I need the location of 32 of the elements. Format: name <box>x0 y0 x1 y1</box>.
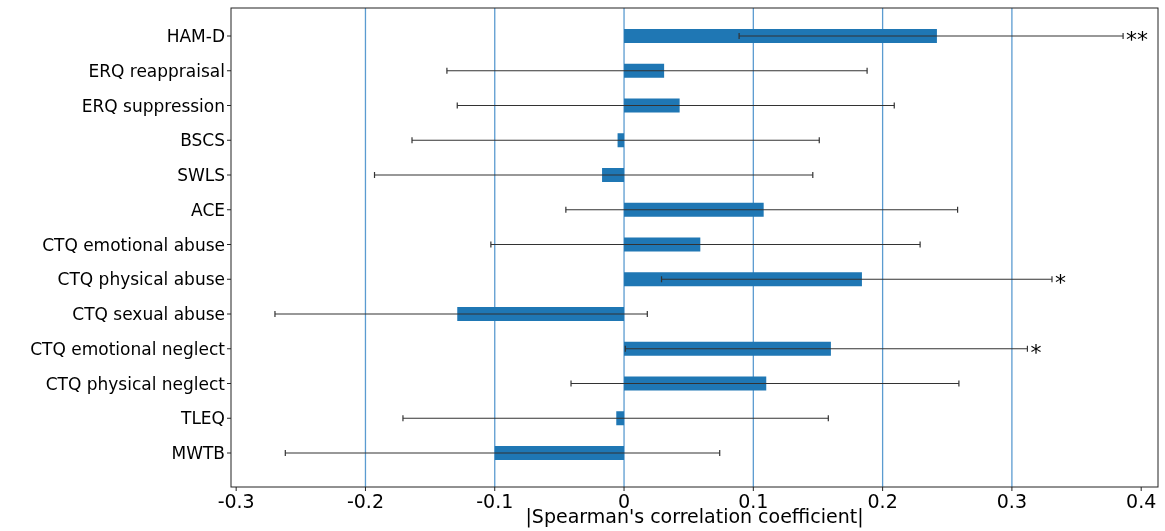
bar <box>624 272 862 287</box>
y-tick-label: ERQ reappraisal <box>88 60 225 81</box>
bar <box>624 98 680 113</box>
x-tick-label: 0.2 <box>867 490 898 512</box>
x-tick-label: -0.1 <box>476 490 514 512</box>
annotation: * <box>1054 270 1066 296</box>
y-tick-label: CTQ emotional abuse <box>42 234 225 255</box>
y-tick-label: CTQ physical neglect <box>45 373 226 394</box>
bar <box>624 29 937 43</box>
annotation: ** <box>1126 27 1149 52</box>
x-tick-label: -0.3 <box>217 490 255 512</box>
y-tick-label: ACE <box>191 199 225 220</box>
annotation: * <box>1030 339 1042 365</box>
bar <box>624 376 767 391</box>
y-tick-label: TLEQ <box>180 408 225 429</box>
y-tick-label: CTQ emotional neglect <box>30 338 226 359</box>
x-tick-label: -0.2 <box>346 490 384 512</box>
y-tick-label: HAM-D <box>166 26 225 46</box>
x-tick-label: 0.1 <box>738 490 769 512</box>
y-tick-label: CTQ sexual abuse <box>72 304 225 324</box>
y-tick-label: BSCS <box>180 130 225 151</box>
y-tick-label: CTQ physical abuse <box>57 269 225 290</box>
bar <box>624 237 701 252</box>
bar <box>624 202 764 217</box>
bar <box>616 411 625 426</box>
y-tick-label: SWLS <box>177 165 225 185</box>
x-tick-label: 0.3 <box>996 490 1028 512</box>
y-tick-label: MWTB <box>171 443 225 463</box>
y-tick-label: ERQ suppression <box>81 95 225 116</box>
bar <box>624 63 665 78</box>
bar <box>624 341 831 356</box>
x-tick-label: 0.4 <box>1126 490 1157 512</box>
